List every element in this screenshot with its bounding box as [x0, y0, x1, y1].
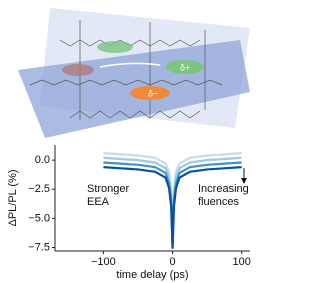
annotation-arrowhead — [241, 178, 247, 184]
annotation: EEA — [87, 196, 110, 208]
y-tick-label: −7.5 — [28, 241, 50, 253]
y-tick-label: −2.5 — [28, 183, 50, 195]
annotation: fluences — [198, 196, 239, 208]
x-tick-label: −100 — [91, 256, 116, 268]
molecule — [29, 79, 223, 86]
figure: δ− δ+ 0.0 −2.5 −5.0 −7.5 −100 0 100 time delay … — [7, 8, 251, 281]
annotation: Increasing — [198, 183, 249, 195]
data-line — [103, 166, 242, 249]
charge-label: δ+ — [180, 62, 190, 72]
exciton — [97, 41, 133, 53]
illustration: δ− δ+ — [18, 8, 250, 138]
chart: 0.0 −2.5 −5.0 −7.5 −100 0 100 time delay (ps) ΔP… — [7, 145, 251, 281]
charge-label: δ− — [148, 88, 158, 98]
x-tick-label: 100 — [233, 256, 251, 268]
exciton — [62, 64, 94, 76]
annotation: Stronger — [87, 183, 130, 195]
charge-positive — [166, 60, 204, 74]
x-tick-label: 0 — [169, 256, 175, 268]
transfer-arrow — [99, 62, 161, 68]
charge-negative — [130, 86, 170, 100]
y-tick-label: 0.0 — [35, 154, 50, 166]
x-axis-label: time delay (ps) — [116, 269, 188, 281]
molecule — [69, 110, 201, 119]
y-axis-label: ΔPL/PL (%) — [7, 169, 19, 226]
y-tick-label: −5.0 — [28, 212, 50, 224]
